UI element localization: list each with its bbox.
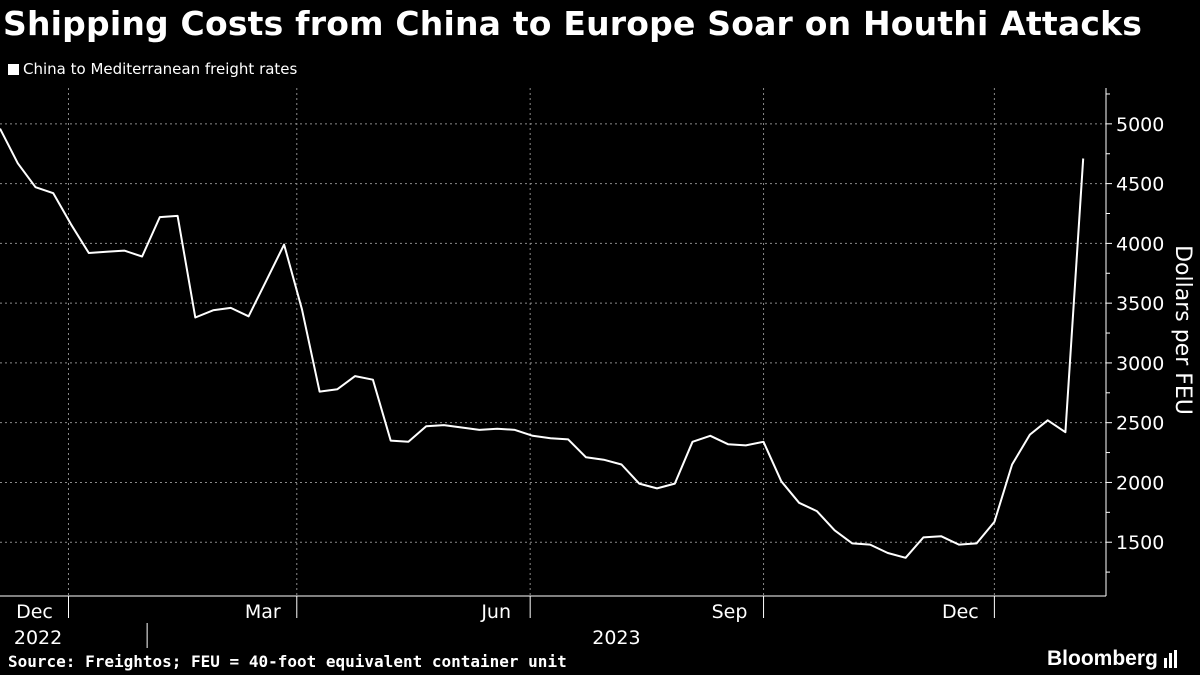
legend: China to Mediterranean freight rates	[8, 60, 297, 78]
legend-swatch	[8, 63, 19, 75]
chart-title: Shipping Costs from China to Europe Soar…	[3, 4, 1143, 43]
x-year-label: 2022	[14, 627, 62, 649]
x-tick-label: Sep	[712, 601, 748, 623]
x-tick-label: Dec	[16, 601, 53, 623]
y-tick-label: 1500	[1116, 532, 1164, 554]
x-tick-label: Jun	[480, 601, 511, 623]
source-note: Source: Freightos; FEU = 40-foot equival…	[8, 652, 567, 671]
y-tick-label: 5000	[1116, 114, 1164, 136]
x-tick-label: Mar	[245, 601, 281, 623]
x-tick-label: Dec	[942, 601, 979, 623]
y-tick-label: 2000	[1116, 472, 1164, 494]
y-tick-label: 3000	[1116, 353, 1164, 375]
x-year-label: 2023	[592, 627, 640, 649]
y-tick-label: 4000	[1116, 233, 1164, 255]
legend-label: China to Mediterranean freight rates	[23, 60, 298, 78]
y-tick-label: 4500	[1116, 174, 1164, 196]
bloomberg-bars-icon	[1163, 650, 1179, 668]
y-tick-label: 2500	[1116, 413, 1164, 435]
bloomberg-logo: Bloomberg	[1047, 647, 1179, 671]
brand-name: Bloomberg	[1047, 647, 1158, 670]
series-line	[0, 128, 1085, 559]
y-tick-label: 3500	[1116, 293, 1164, 315]
y-axis-title: Dollars per FEU	[1170, 245, 1195, 415]
